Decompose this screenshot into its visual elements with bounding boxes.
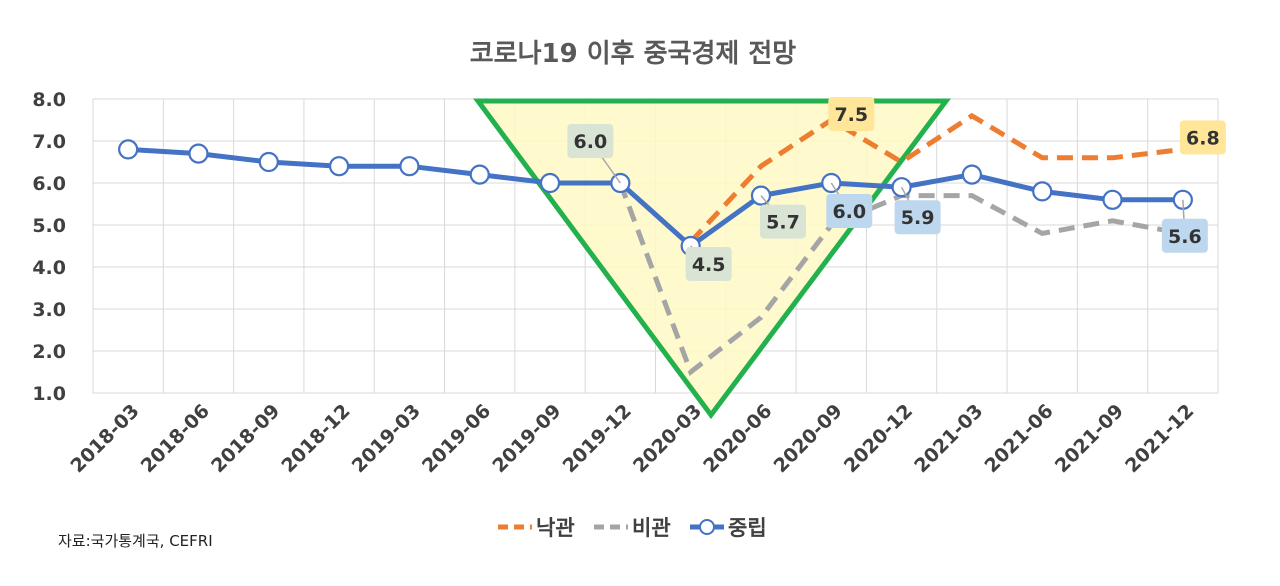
x-tick-label: 2019-03: [348, 400, 425, 477]
data-label-box: [685, 247, 732, 281]
series-line-neutral: [128, 146, 1183, 250]
data-label: 5.9: [901, 207, 935, 229]
data-label-box: [1161, 218, 1208, 253]
x-tick-label: 2018-03: [66, 400, 143, 477]
x-tick-label: 2019-06: [418, 400, 495, 477]
data-label: 6.0: [832, 201, 866, 223]
data-label: 5.6: [1168, 226, 1202, 248]
legend-label: 낙관: [536, 516, 575, 540]
series-point-neutral: [961, 164, 983, 185]
data-label-box: [894, 200, 941, 235]
data-label: 7.5: [834, 104, 868, 126]
data-label-box: [828, 97, 875, 131]
x-tick-label: 2019-09: [488, 400, 565, 477]
series-point-neutral: [539, 172, 561, 194]
y-tick-label: 6.0: [32, 173, 66, 195]
data-label: 6.8: [1186, 127, 1220, 149]
series-point-neutral: [328, 156, 350, 177]
source-note: 자료:국가통계국, CEFRI: [58, 532, 213, 550]
series-line-optimistic: [688, 112, 1184, 244]
x-tick-label: 2021-03: [910, 400, 987, 477]
x-tick-label: 2021-12: [1121, 400, 1198, 477]
x-tick-label: 2019-12: [559, 400, 636, 477]
y-tick-label: 3.0: [32, 299, 66, 321]
legend-label: 중립: [728, 516, 767, 540]
x-tick-label: 2021-06: [981, 400, 1058, 477]
series-point-neutral: [469, 164, 490, 185]
x-tick-label: 2020-12: [840, 400, 917, 477]
series-point-neutral: [188, 143, 209, 164]
y-tick-label: 7.0: [32, 131, 66, 153]
legend-marker: [699, 519, 715, 535]
series-point-neutral: [258, 151, 279, 173]
y-tick-label: 4.0: [32, 257, 66, 279]
chart-title: 코로나19 이후 중국경제 전망: [470, 39, 797, 69]
legend-item: 비관: [594, 516, 671, 540]
y-tick-label: 2.0: [32, 341, 66, 363]
y-tick-label: 1.0: [32, 383, 66, 405]
series-point-neutral: [118, 139, 139, 160]
legend: 낙관 비관 중립: [498, 516, 767, 540]
data-label-box: [1179, 120, 1226, 155]
data-label-box: [826, 194, 873, 228]
x-tick-label: 2020-09: [770, 400, 847, 477]
x-tick-label: 2018-06: [137, 400, 214, 477]
y-tick-label: 8.0: [32, 89, 66, 111]
data-label: 6.0: [574, 131, 608, 153]
legend-label: 비관: [632, 516, 671, 540]
series-point-neutral: [1102, 189, 1123, 210]
data-label-layer: 6.0 4.5 5.7 7.5 6.0 5.9 6.8 5.6: [567, 97, 1226, 281]
x-tick-label: 2021-09: [1051, 400, 1128, 477]
data-label: 4.5: [692, 254, 726, 276]
series-point-neutral: [1032, 181, 1053, 202]
data-label-box: [759, 204, 806, 239]
x-tick-label: 2018-12: [277, 400, 354, 477]
series-point-neutral: [399, 156, 420, 177]
x-tick-label: 2020-03: [629, 400, 706, 477]
legend-item: 낙관: [498, 516, 575, 540]
data-label: 5.7: [766, 212, 800, 234]
y-tick-label: 5.0: [32, 215, 66, 237]
legend-item: 중립: [690, 516, 767, 540]
x-tick-label: 2018-09: [207, 400, 284, 477]
data-label-box: [567, 124, 614, 158]
